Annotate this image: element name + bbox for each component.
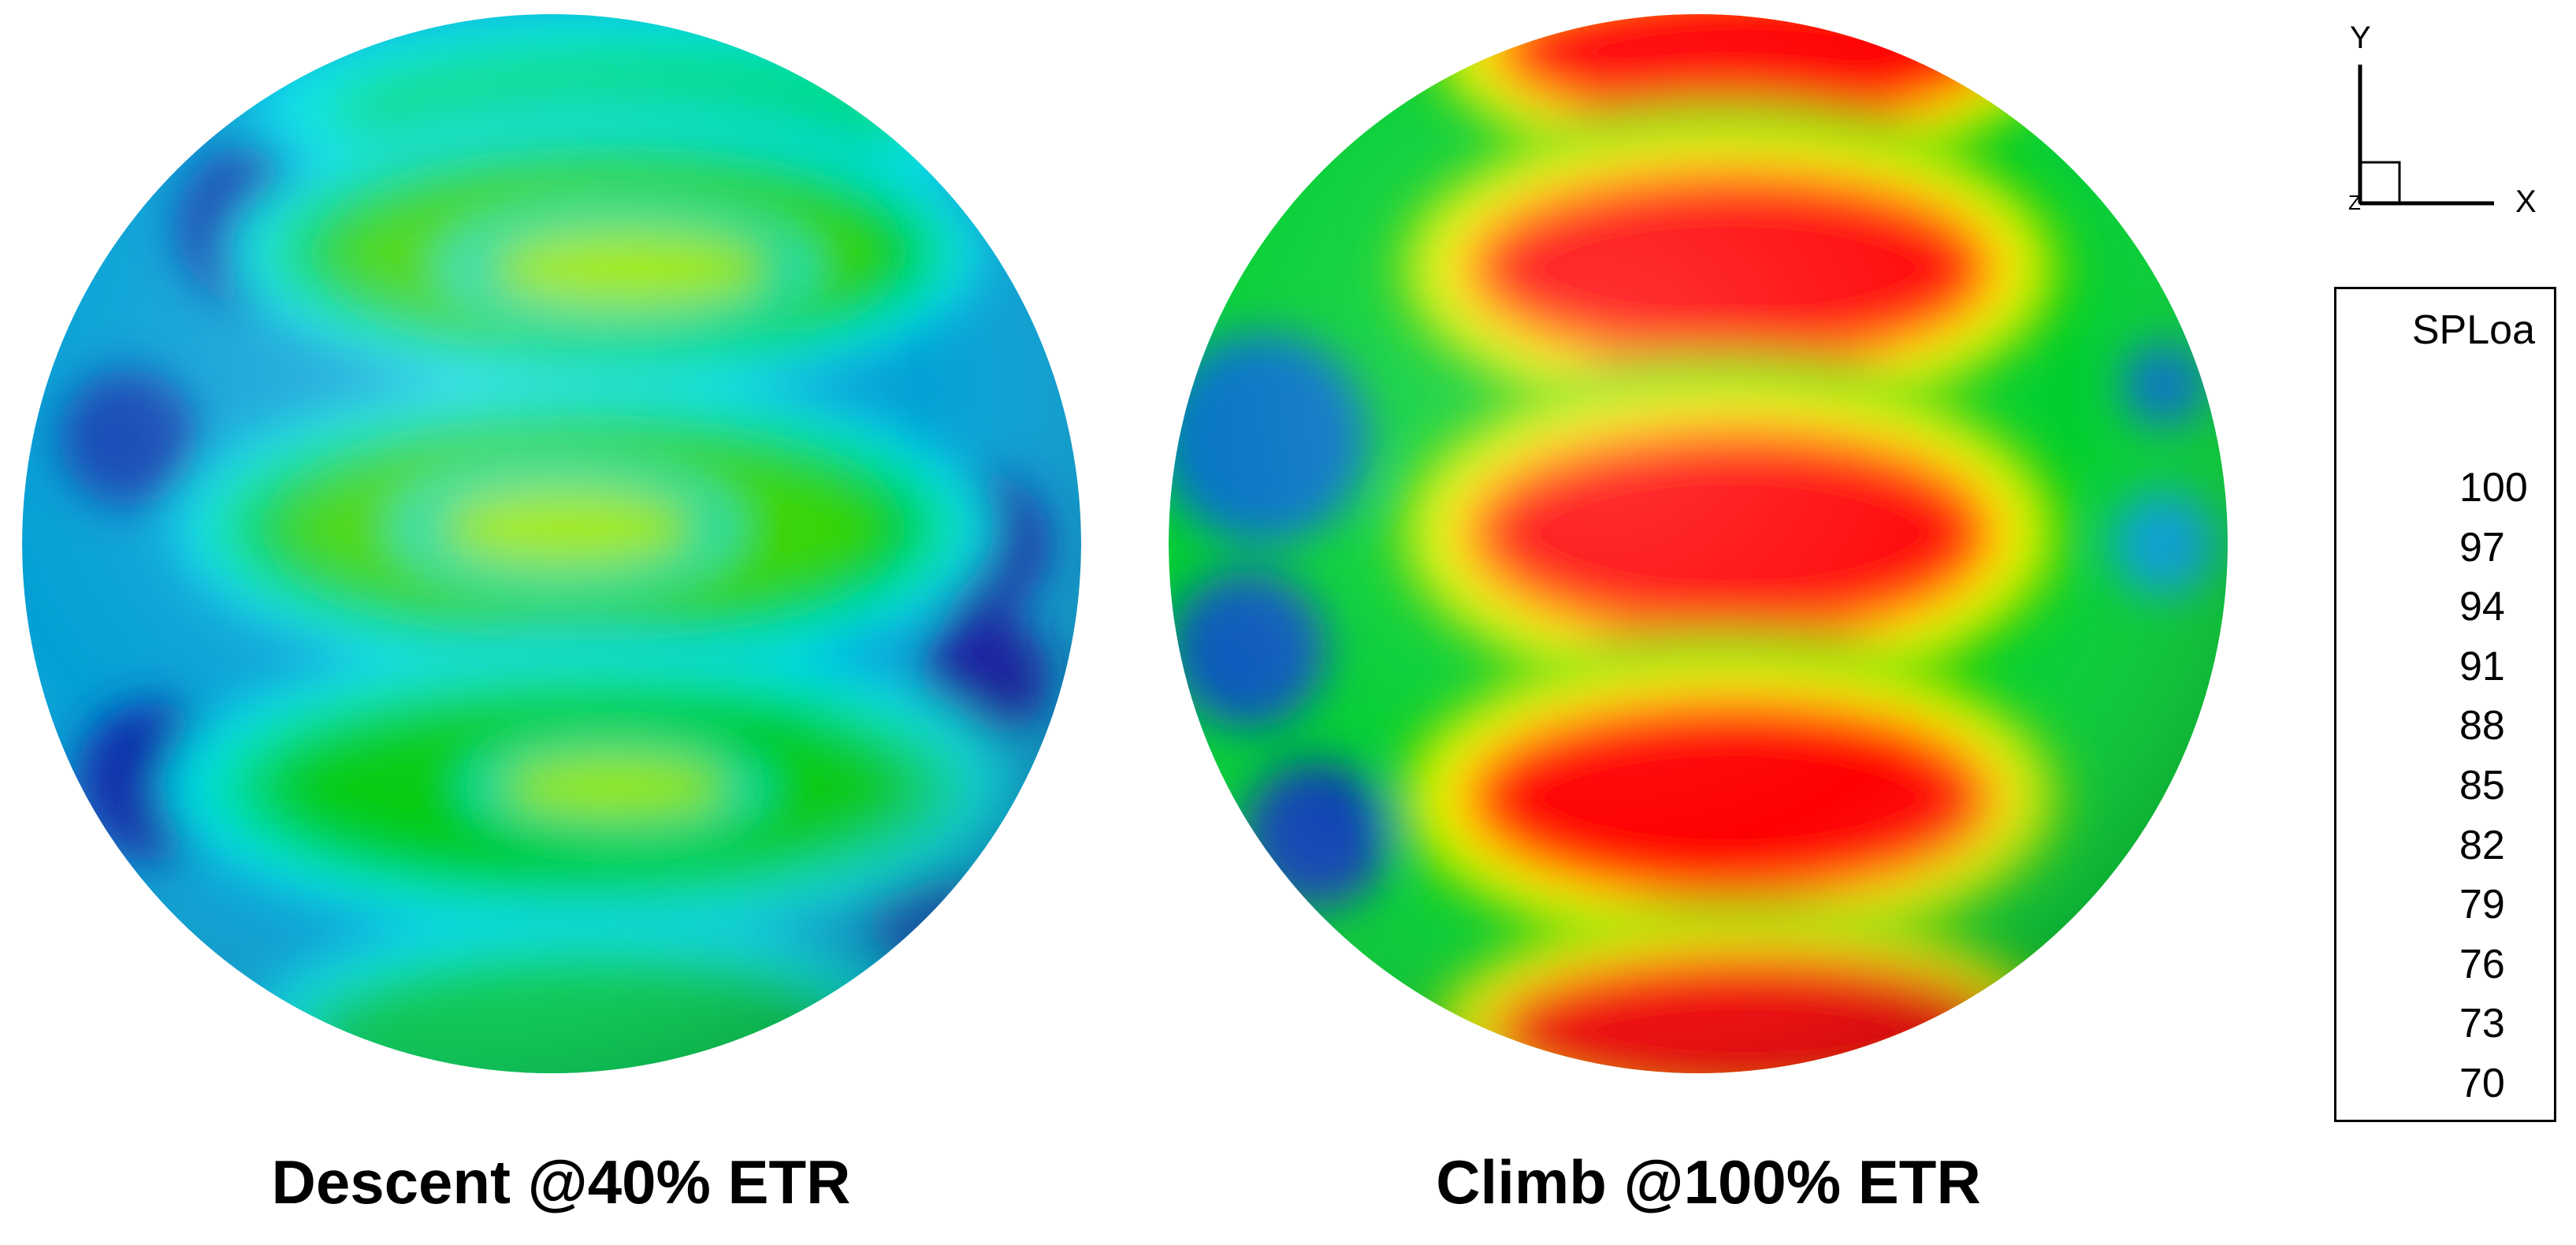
- legend-title: SPLoa: [2411, 307, 2535, 353]
- z-axis-label: Z: [2348, 191, 2361, 214]
- y-axis-label: Y: [2350, 20, 2371, 55]
- legend-tick-label: 82: [2459, 822, 2505, 868]
- legend-tick-label: 100: [2459, 465, 2528, 511]
- x-axis-label: X: [2515, 184, 2537, 219]
- legend-tick-label: 70: [2459, 1061, 2505, 1106]
- legend-tick-label: 97: [2459, 524, 2505, 570]
- caption-climb: Climb @100% ETR: [1436, 1147, 1981, 1217]
- legend-tick-label: 76: [2459, 941, 2505, 987]
- legend-tick-label: 85: [2459, 763, 2505, 808]
- sphere-climb-shading: [1169, 14, 2228, 1073]
- axes-triad: [2358, 65, 2494, 206]
- legend-tick-label: 73: [2459, 1001, 2505, 1047]
- legend-tick-label: 91: [2459, 643, 2505, 689]
- legend-tick-label: 94: [2459, 584, 2505, 630]
- legend-box: SPLoa 100 97 94 91 88 85 82 79 76 73 70: [2334, 287, 2556, 1122]
- legend-tick-label: 79: [2459, 882, 2505, 928]
- sphere-descent-shading: [22, 14, 1081, 1073]
- z-axis-box: [2359, 161, 2401, 205]
- legend-tick-label: 88: [2459, 703, 2505, 749]
- caption-descent: Descent @40% ETR: [271, 1147, 851, 1217]
